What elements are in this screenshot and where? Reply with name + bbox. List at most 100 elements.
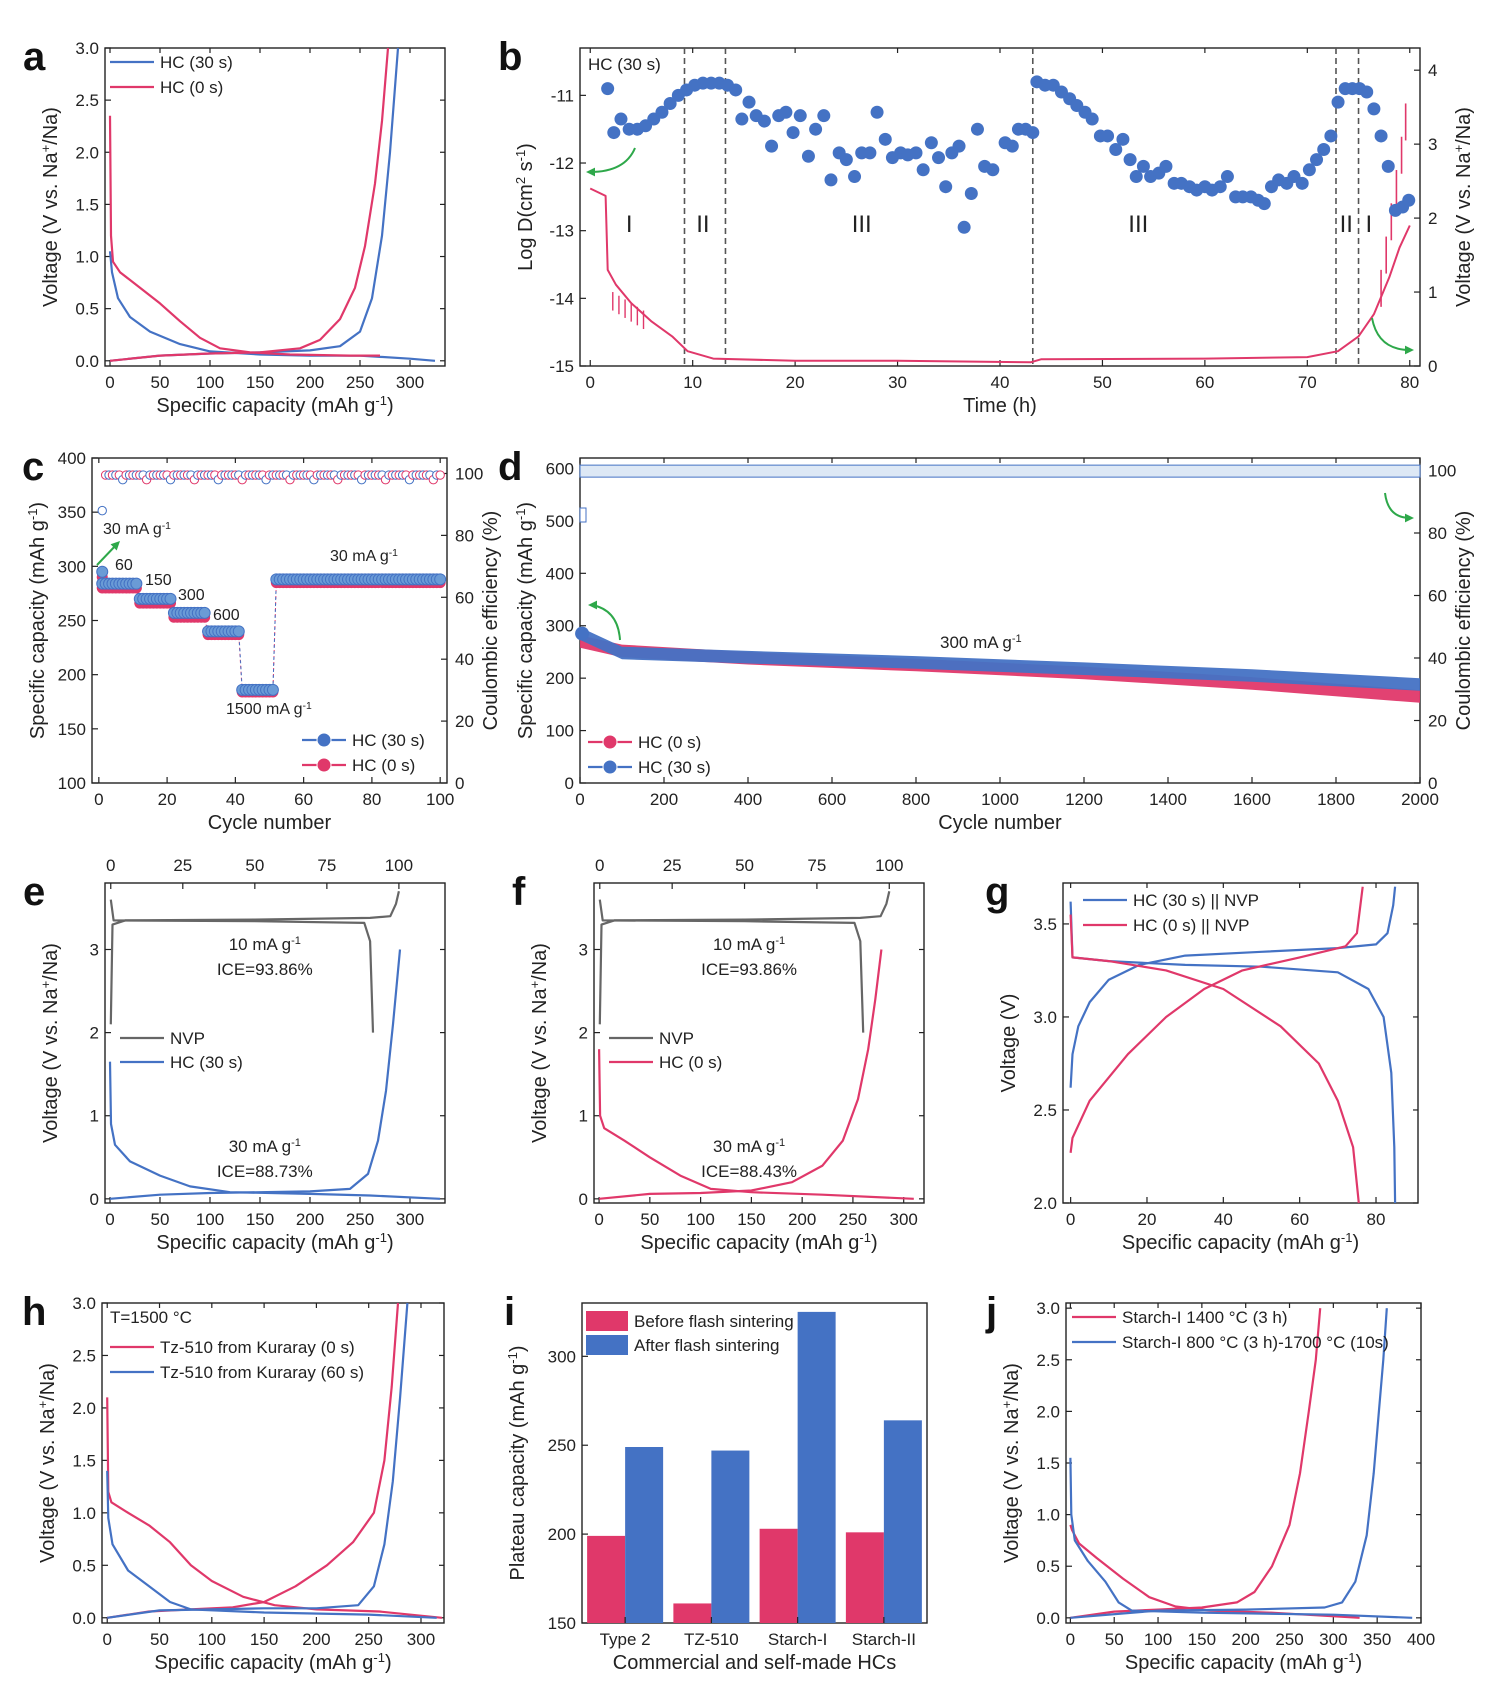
- ce-first-point: [579, 507, 587, 523]
- y-tick-label: 200: [58, 666, 86, 685]
- x-tick-label: 200: [296, 373, 324, 392]
- logD-point: [817, 109, 831, 123]
- region-label: III: [1128, 211, 1148, 238]
- legend-60s-text: Tz-510 from Kuraray (60 s): [160, 1363, 364, 1382]
- logD-point: [735, 112, 749, 126]
- right-axis-tick-label: 20: [455, 712, 474, 731]
- y-tick-label: 2.5: [1036, 1351, 1060, 1370]
- series-line: [108, 115, 380, 357]
- y-tick-label: 3.5: [1033, 915, 1057, 934]
- y-tick-label: 300: [58, 557, 86, 576]
- x-tick-label: 30: [888, 373, 907, 392]
- y-tick-label: 1: [579, 1107, 588, 1126]
- series-line: [109, 47, 390, 362]
- x2-tick-label: 100: [875, 856, 903, 875]
- logD-point: [924, 136, 938, 150]
- logD-point: [1129, 170, 1143, 184]
- panel-label: h: [22, 1290, 46, 1334]
- annotation-rate: 30 mA g-1: [330, 548, 398, 566]
- x-tick-label: 0: [575, 790, 584, 809]
- capacity-band: [580, 627, 1420, 691]
- y-tick-label: 0.0: [1036, 1609, 1060, 1628]
- logD-point: [663, 96, 677, 110]
- x-tick-label: 50: [151, 373, 170, 392]
- annotation-nvp-ice: ICE=93.86%: [701, 960, 797, 979]
- y-tick-label: 200: [548, 1525, 576, 1544]
- arrow-right: [1371, 317, 1411, 351]
- y-tick-label: 3.0: [1033, 1008, 1057, 1027]
- logD-point: [824, 173, 838, 187]
- y-tick-label: 0: [579, 1190, 588, 1209]
- x-tick-label: 250: [346, 373, 374, 392]
- logD-point: [793, 109, 807, 123]
- region-label: I: [626, 211, 633, 238]
- right-axis-tick-label: 40: [455, 650, 474, 669]
- x-axis-label: Specific capacity (mAh g-1): [640, 1230, 877, 1255]
- legend-hc0-text: HC (0 s): [638, 733, 701, 752]
- x-tick-label: 1200: [1065, 790, 1103, 809]
- x-tick-label: 0: [1066, 1630, 1075, 1649]
- y-tick-label: 0.0: [72, 1609, 96, 1628]
- y-tick-label: 600: [546, 459, 574, 478]
- series-line: [108, 251, 436, 362]
- y-tick-label: 1.5: [75, 195, 99, 214]
- logD-point: [1295, 176, 1309, 190]
- hc30-point: [164, 592, 177, 605]
- legend-0s-text: Tz-510 from Kuraray (0 s): [160, 1338, 355, 1357]
- legend-1400-text: Starch-I 1400 °C (3 h): [1122, 1308, 1288, 1327]
- x-tick-label: 40: [226, 790, 245, 809]
- legend-hc0-text: HC (0 s): [352, 756, 415, 775]
- panel-j: 0 50 100 150 200 250 300 350 400 0.0 0.5 1.0 1.5 2.0 2…: [985, 1290, 1435, 1674]
- y-tick-label: 400: [58, 449, 86, 468]
- voltage-line: [589, 187, 1411, 364]
- series-line: [107, 1302, 409, 1619]
- x-tick-label: 150: [1188, 1630, 1216, 1649]
- y-tick-label: 100: [58, 774, 86, 793]
- x-tick-label: 2000: [1401, 790, 1439, 809]
- y-tick-label: 1.5: [72, 1451, 96, 1470]
- y-tick-label: 1.0: [72, 1504, 96, 1523]
- x-tick-label: 300: [1319, 1630, 1347, 1649]
- y-tick-label: 3: [579, 940, 588, 959]
- x2-tick-label: 50: [245, 856, 264, 875]
- y-tick-label: 0: [90, 1190, 99, 1209]
- right-axis-label: Voltage (V vs. Na+/Na): [1451, 107, 1476, 307]
- logD-point: [870, 105, 884, 119]
- legend-hc30-marker: [316, 732, 332, 748]
- plot-frame: [579, 47, 1421, 367]
- logD-point: [1374, 129, 1388, 143]
- annotation-rate: 300: [178, 587, 205, 604]
- x-tick-label: 150: [250, 1630, 278, 1649]
- series-line: [598, 1049, 914, 1200]
- logD-point: [757, 114, 771, 128]
- y-tick-label: 3.0: [72, 1294, 96, 1313]
- series-line: [109, 47, 400, 362]
- x-tick-label: 100: [198, 1630, 226, 1649]
- panel-label: b: [498, 35, 522, 79]
- logD-point: [1257, 197, 1271, 211]
- annotation-rate: 150: [145, 572, 172, 589]
- x2-tick-label: 25: [173, 856, 192, 875]
- logD-point: [1302, 163, 1316, 177]
- x-tick-label: 250: [355, 1630, 383, 1649]
- y-tick-label: 250: [58, 612, 86, 631]
- y-tick-label: 0: [565, 774, 574, 793]
- logD-point: [1101, 129, 1115, 143]
- series-line: [598, 891, 891, 1025]
- x-tick-label: 1400: [1149, 790, 1187, 809]
- arrow-head-ce: [110, 541, 120, 551]
- bar: [759, 1528, 798, 1623]
- y-axis-label: Plateau capacity (mAh g-1): [505, 1345, 530, 1580]
- logD-point: [1220, 170, 1234, 184]
- series-line: [109, 949, 402, 1200]
- logD-point: [932, 151, 946, 165]
- panel-label: g: [985, 870, 1009, 914]
- x-tick-label: 80: [1400, 373, 1419, 392]
- right-axis-tick-label: 1: [1428, 283, 1437, 302]
- x-tick-label: 100: [1144, 1630, 1172, 1649]
- y-axis-label: Specific capacity (mAh g-1): [25, 502, 50, 739]
- region-label: II: [1340, 211, 1353, 238]
- y-tick-label: 3.0: [75, 39, 99, 58]
